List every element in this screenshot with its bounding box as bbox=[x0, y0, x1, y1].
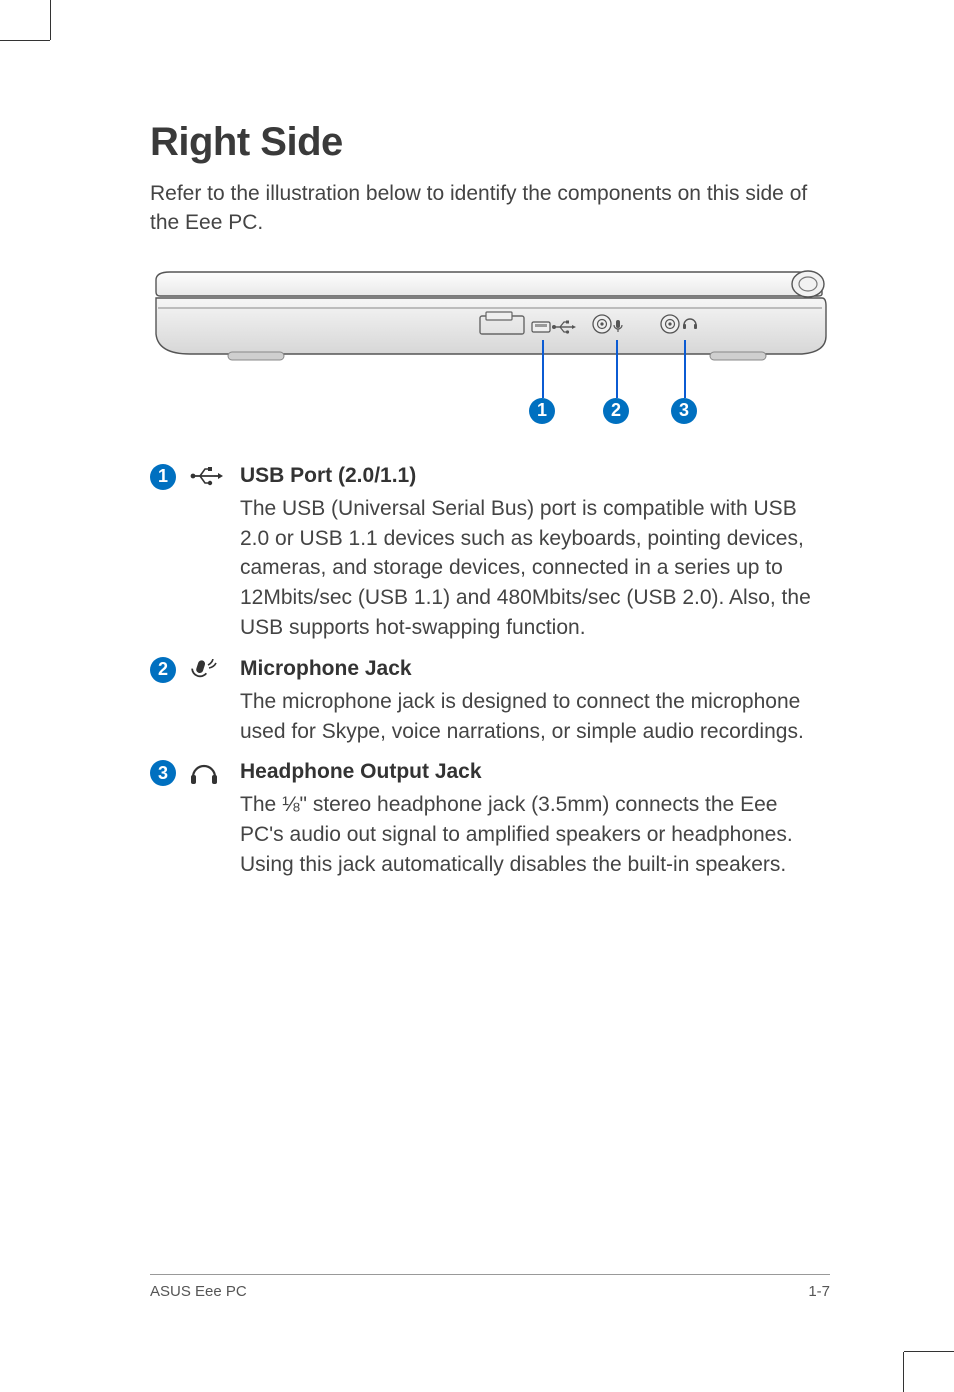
item-title: Microphone Jack bbox=[240, 657, 830, 681]
port-item: 1 USB Port (2.0/1.1) The USB (Universal Se… bbox=[150, 464, 830, 643]
port-item: 3 Headphone Output Jack The ⅛" stereo head… bbox=[150, 760, 830, 879]
port-item: 2 Microphone Jack The microphone jack is d… bbox=[150, 657, 830, 747]
footer-right: 1-7 bbox=[808, 1283, 830, 1300]
item-number-col: 2 bbox=[150, 657, 190, 747]
item-body: The ⅛" stereo headphone jack (3.5mm) con… bbox=[240, 790, 830, 879]
device-illustration: 1 2 3 bbox=[150, 264, 830, 434]
device-svg bbox=[150, 264, 830, 434]
mic-icon bbox=[190, 657, 240, 747]
figure-callout-number: 3 bbox=[671, 398, 697, 424]
item-number-col: 3 bbox=[150, 760, 190, 879]
item-number-badge: 3 bbox=[150, 760, 176, 786]
intro-text: Refer to the illustration below to ident… bbox=[150, 179, 830, 238]
leader-line bbox=[684, 340, 686, 398]
item-number-badge: 1 bbox=[150, 464, 176, 490]
crop-mark bbox=[50, 0, 51, 40]
item-number-badge: 2 bbox=[150, 657, 176, 683]
item-text-col: USB Port (2.0/1.1) The USB (Universal Ser… bbox=[240, 464, 830, 643]
item-text-col: Microphone Jack The microphone jack is de… bbox=[240, 657, 830, 747]
page-title: Right Side bbox=[150, 120, 830, 165]
item-body: The USB (Universal Serial Bus) port is c… bbox=[240, 494, 830, 643]
crop-mark bbox=[904, 1351, 954, 1352]
figure-callout-number: 2 bbox=[603, 398, 629, 424]
item-title: USB Port (2.0/1.1) bbox=[240, 464, 830, 488]
item-title: Headphone Output Jack bbox=[240, 760, 830, 784]
footer-left: ASUS Eee PC bbox=[150, 1283, 247, 1300]
crop-mark bbox=[0, 40, 50, 41]
content-area: Right Side Refer to the illustration bel… bbox=[150, 120, 830, 894]
leader-line bbox=[616, 340, 618, 398]
page-root: Right Side Refer to the illustration bel… bbox=[0, 0, 954, 1392]
page-footer: ASUS Eee PC 1-7 bbox=[150, 1274, 830, 1300]
item-body: The microphone jack is designed to conne… bbox=[240, 687, 830, 747]
item-text-col: Headphone Output Jack The ⅛" stereo headp… bbox=[240, 760, 830, 879]
leader-line bbox=[542, 340, 544, 398]
usb-icon bbox=[190, 464, 240, 643]
figure-callout-number: 1 bbox=[529, 398, 555, 424]
items-list: 1 USB Port (2.0/1.1) The USB (Universal Se… bbox=[150, 464, 830, 880]
headphone-icon bbox=[190, 760, 240, 879]
item-number-col: 1 bbox=[150, 464, 190, 643]
crop-mark bbox=[903, 1352, 904, 1392]
